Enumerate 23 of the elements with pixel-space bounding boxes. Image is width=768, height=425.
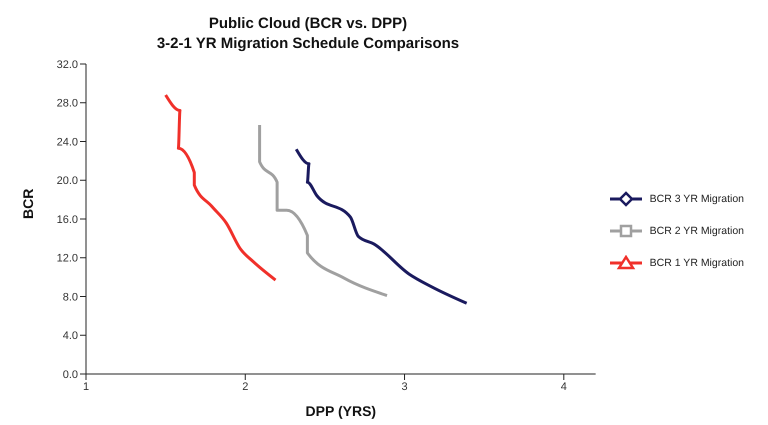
y-axis-title: BCR (20, 188, 36, 219)
legend-label: BCR 2 YR Migration (650, 225, 744, 237)
y-tick-label: 20.0 (56, 175, 78, 188)
legend-label: BCR 1 YR Migration (650, 257, 744, 269)
y-tick-label: 16.0 (56, 214, 78, 226)
line-series (164, 94, 278, 282)
line-series (258, 124, 389, 298)
line-series (294, 148, 468, 305)
y-tick-label: 4.0 (62, 330, 78, 342)
y-tick-label: 28.0 (56, 98, 78, 110)
y-tick-label: 12.0 (56, 252, 78, 265)
legend-label: BCR 3 YR Migration (650, 193, 744, 205)
x-tick-label: 1 (82, 380, 90, 393)
x-tick-label: 2 (242, 380, 248, 393)
y-tick-label: 8.0 (62, 291, 78, 304)
chart-title: Public Cloud (BCR vs. DPP) (208, 14, 408, 34)
y-tick-label: 0.0 (62, 368, 78, 381)
x-tick-label: 4 (560, 380, 567, 393)
y-tick-label: 32.0 (56, 58, 78, 71)
y-tick-label: 24.0 (56, 136, 78, 148)
chart-subtitle: 3-2-1 YR Migration Schedule Comparisons (156, 34, 460, 54)
x-tick-label: 3 (401, 380, 408, 393)
x-axis-title: DPP (YRS) (306, 403, 376, 419)
